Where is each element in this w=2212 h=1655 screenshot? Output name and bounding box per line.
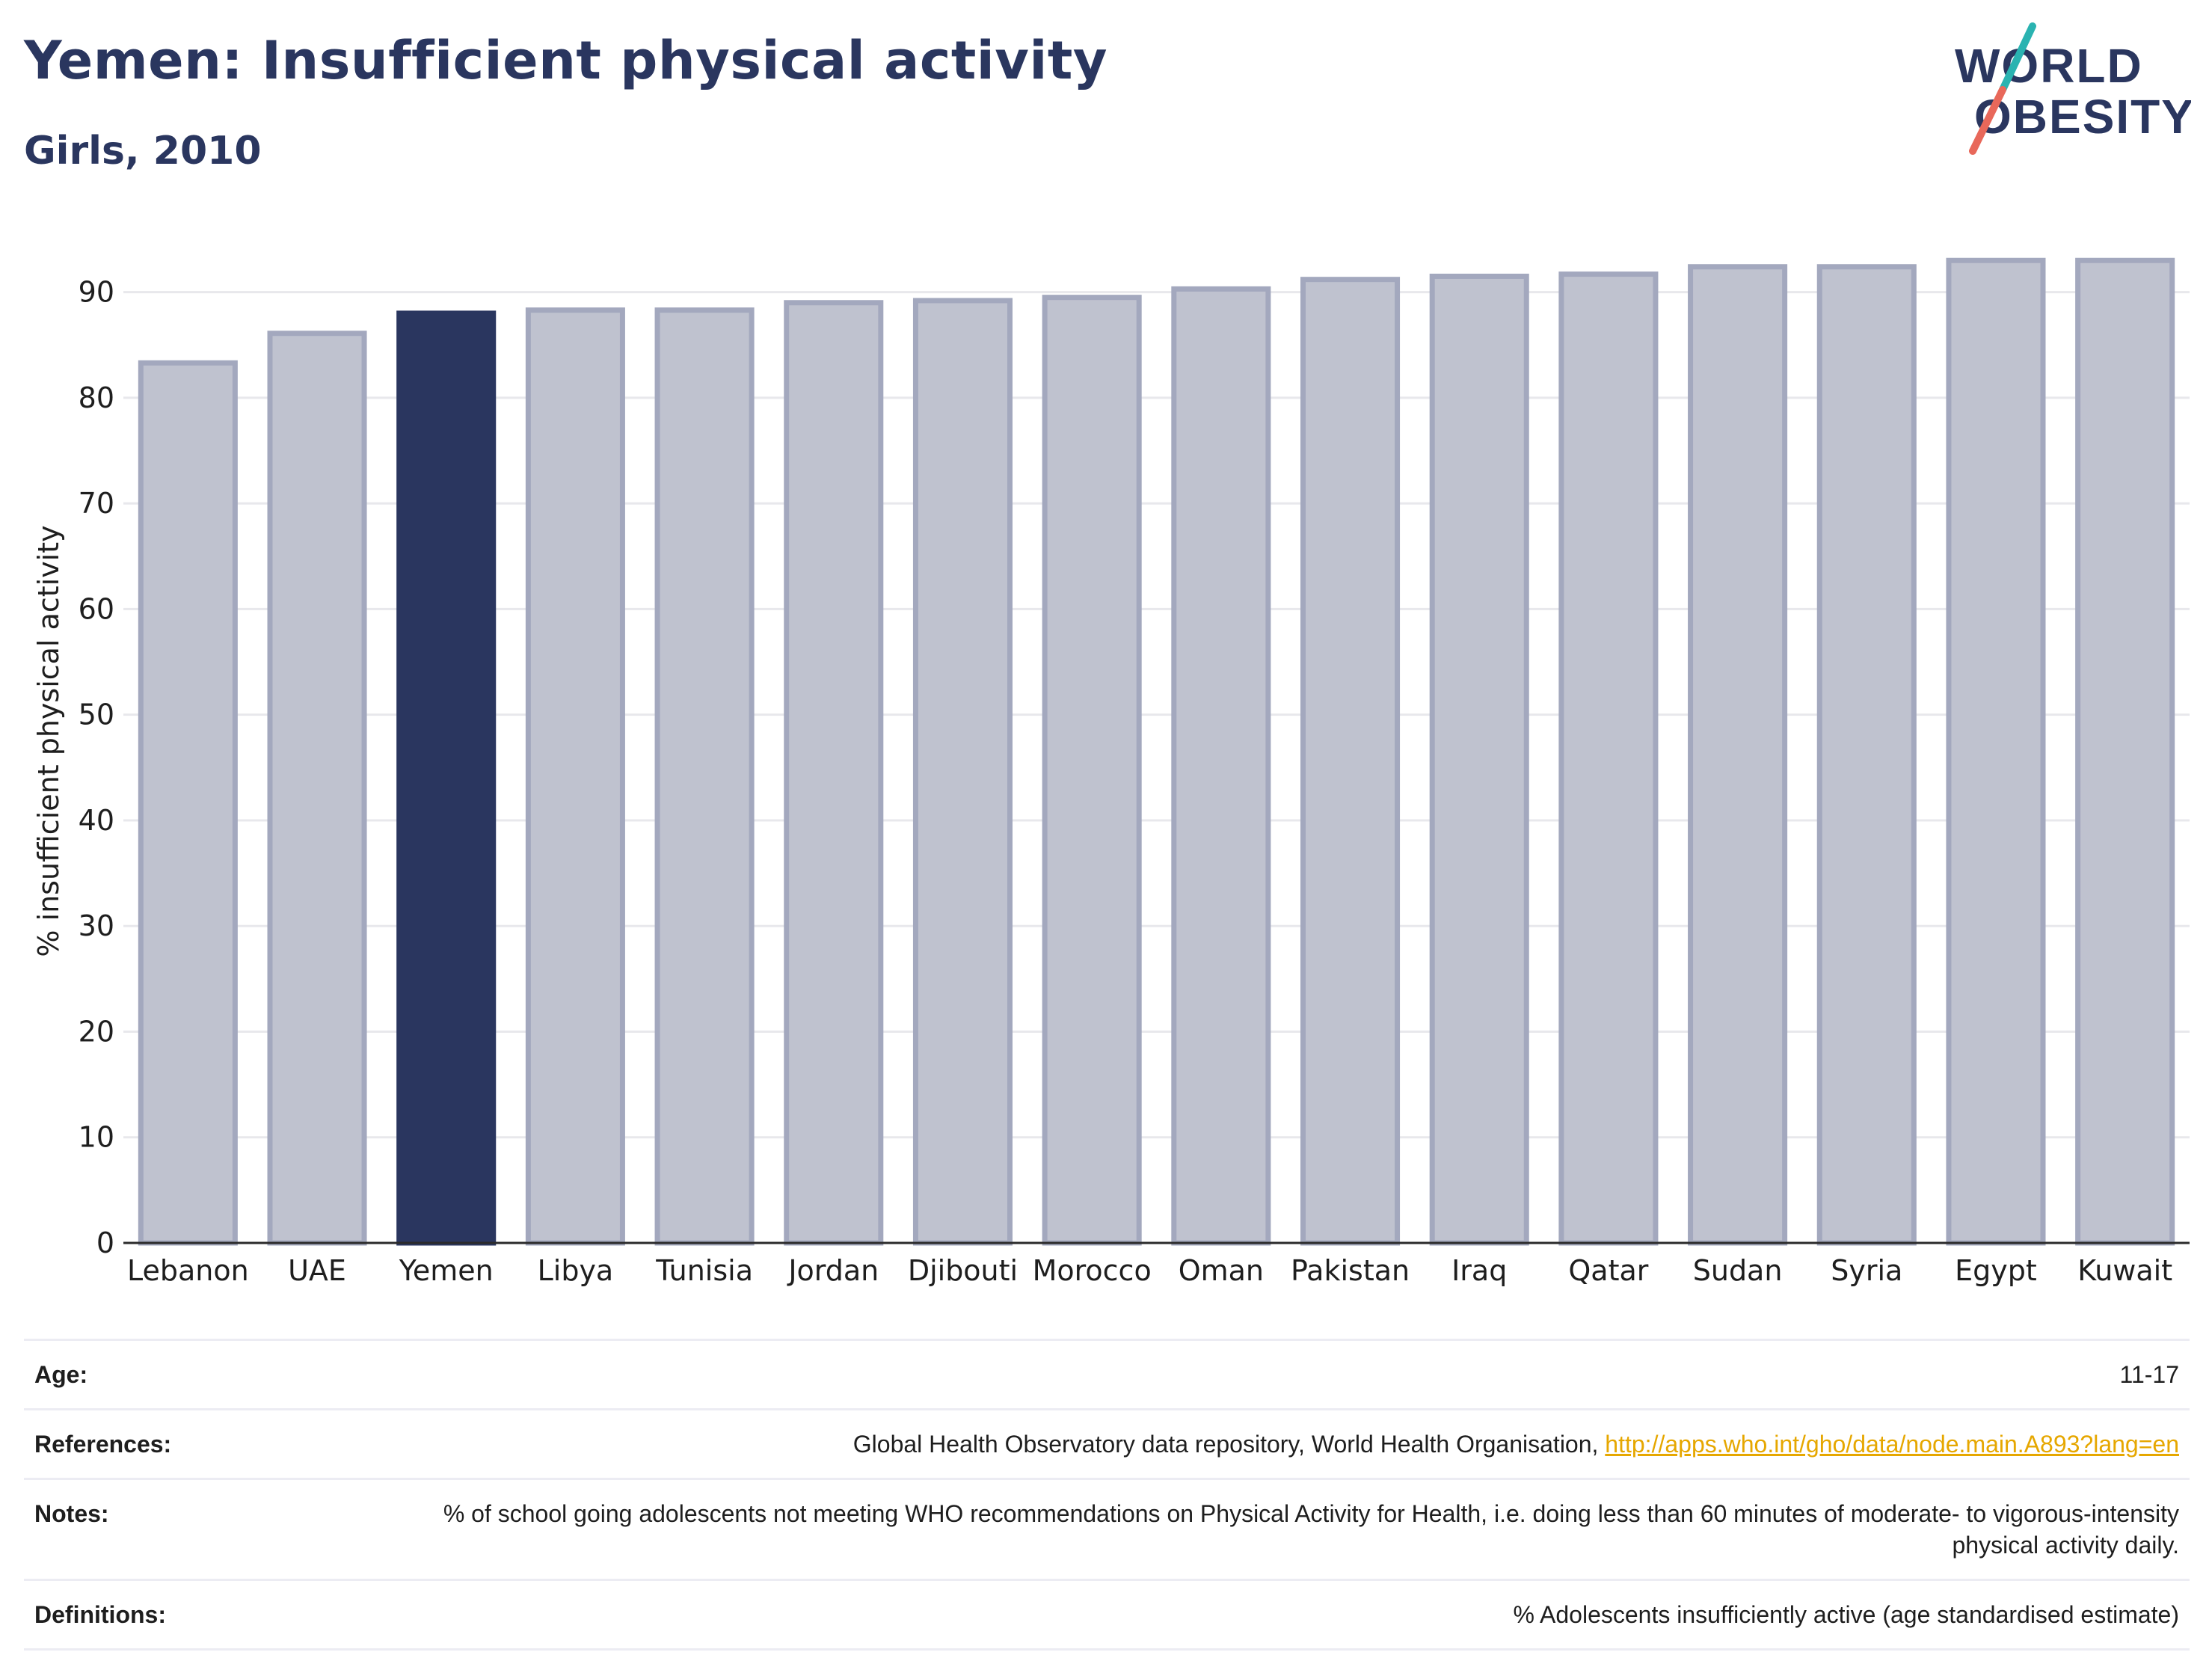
y-tick-label: 20 <box>79 1015 114 1048</box>
logo-line-1: WORLD <box>1955 39 2143 93</box>
logo-slash-top <box>1999 22 2036 93</box>
info-row-definitions: Definitions: % Adolescents insufficientl… <box>24 1579 2190 1651</box>
x-tick-label: Oman <box>1179 1254 1264 1287</box>
x-tick-label: Jordan <box>787 1254 879 1287</box>
x-tick-label: Yemen <box>399 1254 494 1287</box>
y-tick-label: 90 <box>79 276 114 309</box>
bar-tunisia <box>654 307 755 1246</box>
y-tick-label: 40 <box>79 804 114 837</box>
age-value: 11-17 <box>359 1339 2190 1410</box>
references-label: References: <box>24 1408 359 1479</box>
x-tick-label: UAE <box>288 1254 346 1287</box>
x-tick-label: Sudan <box>1693 1254 1783 1287</box>
bar-pakistan <box>1300 277 1401 1246</box>
notes-value: % of school going adolescents not meetin… <box>359 1478 2190 1580</box>
bar-djibouti <box>912 298 1013 1246</box>
x-tick-label: Libya <box>538 1254 614 1287</box>
info-row-notes: Notes: % of school going adolescents not… <box>24 1478 2190 1580</box>
y-tick-label: 70 <box>79 487 114 520</box>
y-tick-label: 10 <box>79 1121 114 1154</box>
references-value: Global Health Observatory data repositor… <box>359 1408 2190 1479</box>
world-obesity-logo: WORLD OBESITY <box>1955 22 2191 155</box>
bar-lebanon <box>138 360 238 1246</box>
bar-egypt <box>1946 257 2046 1246</box>
notes-label: Notes: <box>24 1478 359 1580</box>
y-tick-label: 60 <box>79 592 114 625</box>
x-tick-label: Iraq <box>1451 1254 1507 1287</box>
y-tick-label: 30 <box>79 909 114 942</box>
x-tick-label: Qatar <box>1568 1254 1648 1287</box>
bar-jordan <box>784 300 884 1246</box>
info-row-references: References: Global Health Observatory da… <box>24 1408 2190 1479</box>
info-row-age: Age: 11-17 <box>24 1339 2190 1410</box>
x-tick-label: Pakistan <box>1291 1254 1410 1287</box>
x-tick-label: Lebanon <box>127 1254 249 1287</box>
bar-uae <box>267 331 367 1246</box>
logo-slash-bottom <box>1969 86 2006 155</box>
y-axis-label: % insufficient physical activity <box>32 525 65 957</box>
bar-morocco <box>1042 295 1142 1246</box>
definitions-label: Definitions: <box>24 1579 359 1651</box>
y-tick-label: 0 <box>96 1226 114 1259</box>
logo-line-2: OBESITY <box>1974 90 2191 144</box>
definitions-value: % Adolescents insufficiently active (age… <box>359 1579 2190 1651</box>
chart-title: Yemen: Insufficient physical activity <box>24 30 1107 91</box>
age-label: Age: <box>24 1339 359 1410</box>
axes: 0 10 20 30 40 50 60 70 80 90 Lebanon UAE Yemen Libya T… <box>79 276 2190 1287</box>
x-tick-label: Egypt <box>1955 1254 2037 1287</box>
bar-oman <box>1171 286 1271 1246</box>
bar-iraq <box>1429 273 1529 1246</box>
x-tick-label: Morocco <box>1033 1254 1152 1287</box>
bars <box>138 257 2175 1246</box>
bar-qatar <box>1558 271 1659 1246</box>
x-tick-label: Djibouti <box>908 1254 1018 1287</box>
bar-kuwait <box>2075 257 2175 1246</box>
bar-libya <box>525 307 625 1246</box>
y-tick-label: 50 <box>79 698 114 731</box>
y-tick-label: 80 <box>79 381 114 414</box>
bar-syria <box>1816 264 1917 1246</box>
bar-chart: 0 10 20 30 40 50 60 70 80 90 Lebanon UAE Yemen Libya T… <box>32 257 2190 1287</box>
references-link[interactable]: http://apps.who.int/gho/data/node.main.A… <box>1605 1431 2179 1458</box>
references-text: Global Health Observatory data repositor… <box>852 1431 1606 1458</box>
x-tick-label: Kuwait <box>2077 1254 2172 1287</box>
x-tick-label: Syria <box>1831 1254 1902 1287</box>
bar-sudan <box>1688 264 1788 1246</box>
x-tick-label: Tunisia <box>655 1254 753 1287</box>
info-table: Age: 11-17 References: Global Health Obs… <box>24 1339 2190 1651</box>
bar-yemen <box>396 310 497 1246</box>
chart-subtitle: Girls, 2010 <box>24 129 262 174</box>
